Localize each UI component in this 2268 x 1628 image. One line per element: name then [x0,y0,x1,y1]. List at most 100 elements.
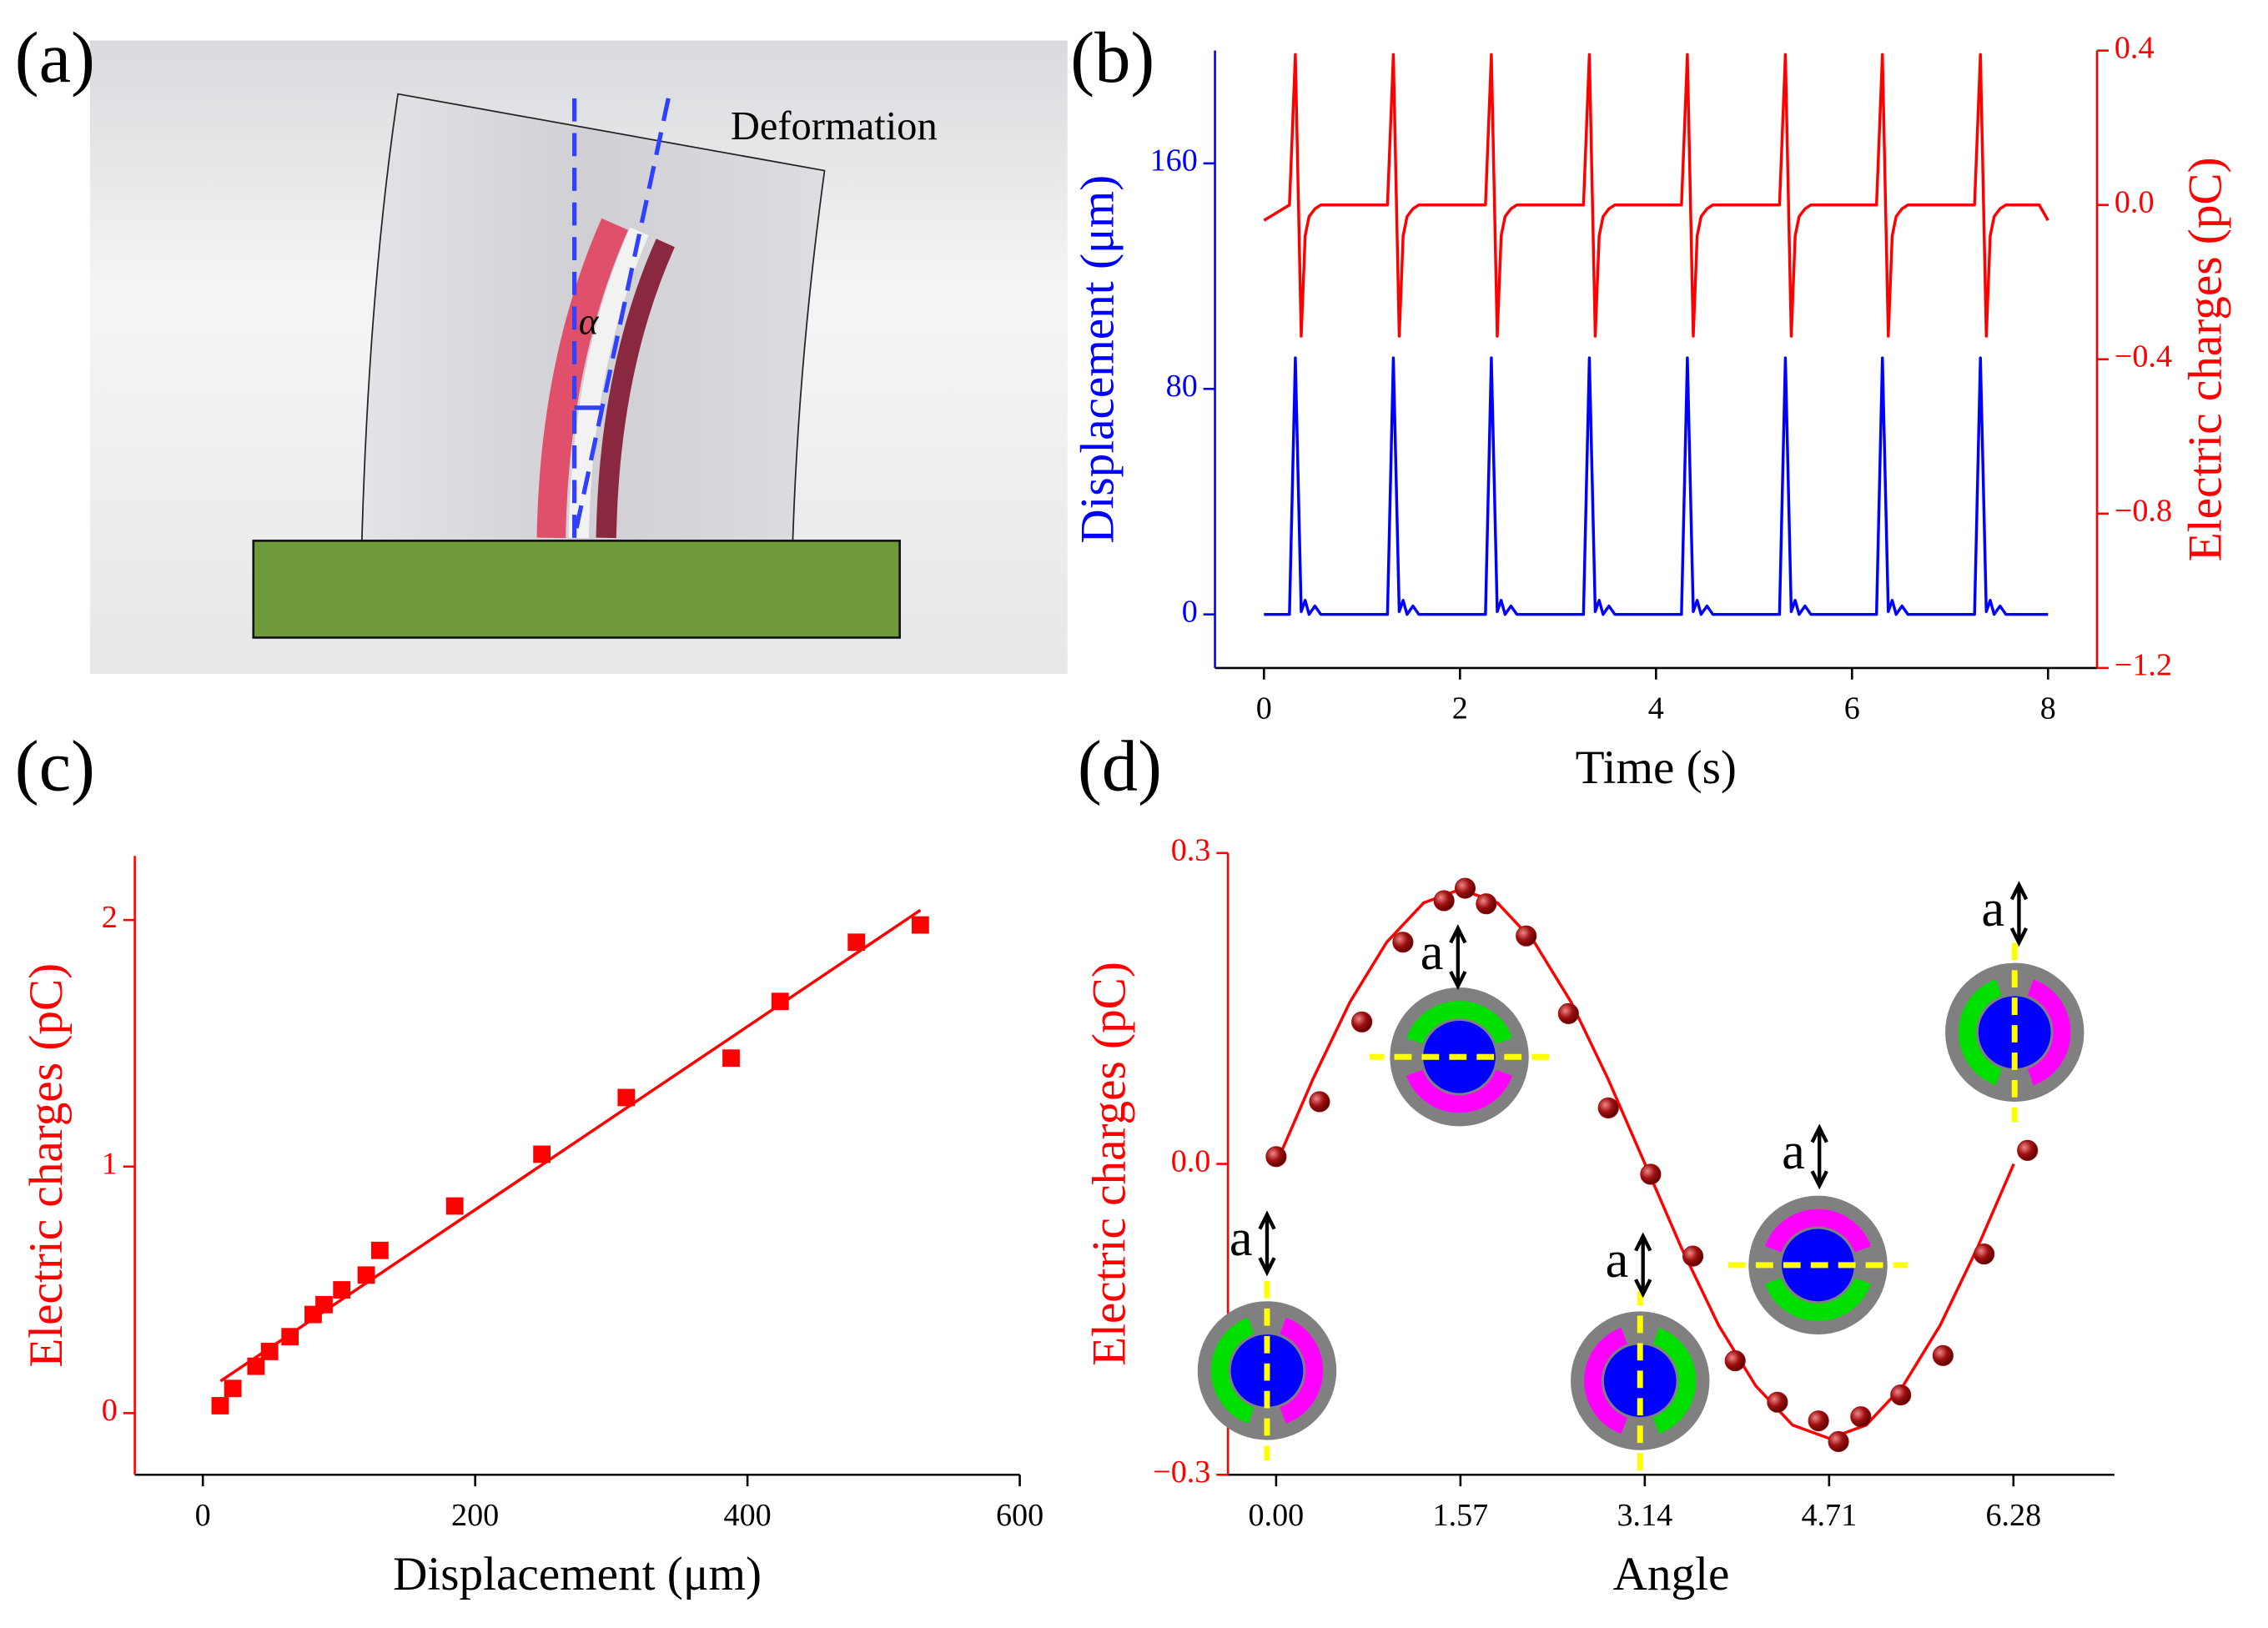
y-tick-label: 0.3 [1171,833,1211,868]
x-tick-label: 0 [195,1498,211,1533]
data-point [211,1397,229,1414]
data-point [2017,1139,2039,1161]
data-point [1454,877,1476,899]
data-point [1351,1011,1373,1033]
icon-arc-green [1652,1328,1697,1435]
data-point [1597,1097,1619,1119]
data-point [1724,1350,1746,1372]
y2-axis-label: Electric charges (pC) [2179,157,2231,561]
orientation-icon [1727,1195,1908,1335]
y-tick-label: 160 [1150,143,1198,178]
x-tick-label: 0 [1256,691,1272,726]
panel-label: (b) [1070,18,1154,98]
x-tick-label: 3.14 [1617,1498,1672,1533]
x-tick-label: 6 [1844,691,1860,726]
fit-line [219,908,922,1383]
y-tick-label: 1 [102,1146,118,1181]
icon-arc-green [1764,1277,1871,1321]
data-point [722,1049,740,1068]
data-point [1682,1245,1704,1267]
data-point [533,1145,551,1163]
panel-label: (d) [1078,726,1162,806]
y2-tick-label: 0.0 [2115,184,2155,219]
x-tick-label: 1.57 [1433,1498,1489,1533]
data-point [1890,1384,1912,1406]
angle-symbol: α [579,300,600,342]
x-tick-label: 4.71 [1801,1498,1857,1533]
data-point [1516,925,1537,947]
y-axis-label: Electric charges (pC) [20,963,73,1368]
orientation-icon [1197,1280,1337,1460]
x-tick-label: 4 [1648,691,1664,726]
icon-arc-magenta [1764,1208,1871,1253]
x-tick-label: 8 [2040,691,2056,726]
orientation-icon [1945,942,2084,1123]
data-point [1974,1244,1995,1265]
panel-label: (c) [15,726,95,806]
fit-line [1275,887,2015,1440]
chart: 0 200 400 600 0 1 2 Displacement (μm) Electric c… [20,856,1043,1600]
data-point [1476,893,1497,915]
icon-arc-green [1406,1001,1513,1045]
y-tick-label: 80 [1166,369,1198,404]
data-point [333,1281,351,1299]
tube-back [596,239,675,539]
annotation: a [1606,1231,1629,1289]
panel-label: (a) [15,18,95,98]
x-tick-label: 600 [996,1498,1043,1533]
data-point [847,933,866,952]
orientation-icon [1571,1291,1710,1471]
data-point [281,1328,299,1346]
annotation-arrow [1449,924,1467,991]
annotation: a [1421,923,1444,981]
icon-arc-green [1959,979,2003,1086]
x-tick-label: 2 [1452,691,1468,726]
orientation-icon [1370,987,1550,1127]
x-tick-label: 0.00 [1249,1498,1305,1533]
x-axis-label: Time (s) [1576,741,1737,794]
data-point [1767,1391,1788,1413]
data-line [1263,53,2049,338]
data-point [445,1197,464,1215]
y2-tick-label: −1.2 [2115,648,2172,683]
diagram-panel: Deformation α [89,40,1068,674]
data-point [224,1379,242,1398]
deformation-label: Deformation [731,104,938,148]
y-axis-label: Displacement (μm) [1071,175,1124,544]
data-point [1433,890,1455,912]
y-tick-label: −0.3 [1153,1455,1210,1490]
data-point [260,1343,279,1360]
y2-tick-label: 0.4 [2115,30,2155,65]
y-axis-label: Electric charges (pC) [1083,962,1135,1366]
y2-tick-label: −0.4 [2115,339,2172,374]
annotation-arrow [1634,1232,1652,1299]
x-tick-label: 200 [451,1498,499,1533]
data-point [1309,1091,1330,1113]
y-tick-label: 0 [102,1393,118,1428]
data-point [1932,1344,1954,1366]
icon-arc-magenta [1280,1317,1323,1424]
icon-arc-magenta [2027,979,2071,1086]
data-point [1808,1410,1829,1432]
tube-front [536,218,629,539]
annotation: a [1230,1209,1253,1267]
data-point [1392,932,1414,953]
annotation-arrow [1258,1210,1276,1277]
x-axis-label: Angle [1613,1548,1730,1600]
data-point [1265,1146,1287,1168]
data-point [771,992,789,1011]
y-tick-label: 0 [1182,594,1198,629]
data-point [357,1266,375,1284]
data-point [1828,1430,1849,1453]
chart: 0.00 1.57 3.14 4.71 6.28 −0.3 0.0 0.3 Angle Elect… [1083,833,2115,1600]
icon-arc-green [1211,1317,1255,1424]
annotation: a [1981,880,2004,937]
y-tick-label: 2 [102,900,118,935]
data-point [617,1088,636,1107]
data-point [1640,1163,1662,1185]
data-point [247,1357,265,1375]
annotation: a [1782,1123,1805,1180]
annotation-arrow [1810,1123,1828,1190]
